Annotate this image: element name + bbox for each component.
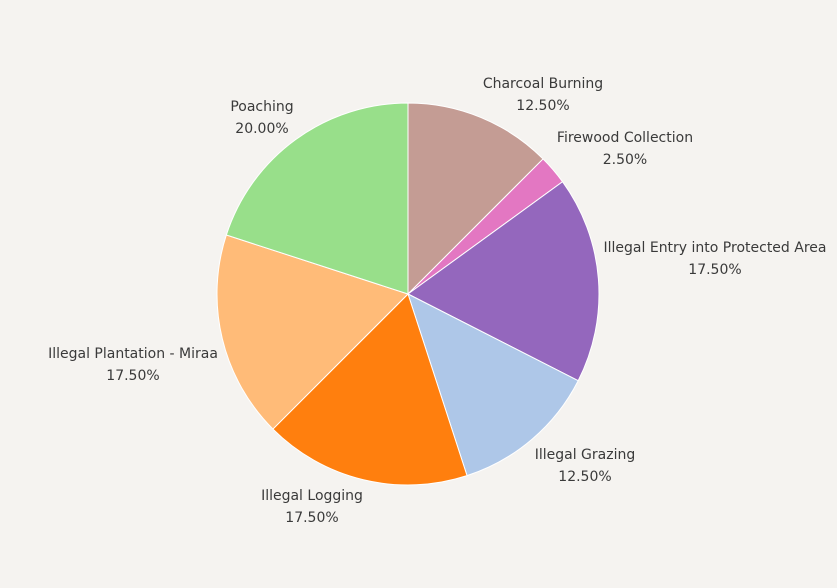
labels-layer: Charcoal Burning 12.50% Firewood Collectio… <box>48 76 826 526</box>
slice-label-poaching: Poaching <box>230 99 293 115</box>
slice-label-firewood-collection: Firewood Collection <box>557 130 693 146</box>
slice-label-illegal-grazing: Illegal Grazing <box>535 447 636 463</box>
slice-label-illegal-plantation-miraa: Illegal Plantation - Miraa <box>48 346 218 362</box>
slice-value-poaching: 20.00% <box>235 121 288 137</box>
slice-value-illegal-entry-into-protected-area: 17.50% <box>688 262 741 278</box>
pie-slice-illegal-plantation-miraa[interactable] <box>216 234 409 430</box>
slice-label-illegal-logging: Illegal Logging <box>261 488 363 504</box>
pie-slice-illegal-entry-into-protected-area[interactable] <box>407 181 600 382</box>
pie-slice-charcoal-burning[interactable] <box>407 102 544 296</box>
slice-value-firewood-collection: 2.50% <box>603 152 647 168</box>
slice-value-illegal-plantation-miraa: 17.50% <box>106 368 159 384</box>
slices-layer <box>216 102 600 486</box>
pie-slice-poaching[interactable] <box>225 102 409 295</box>
slice-value-charcoal-burning: 12.50% <box>516 98 569 114</box>
pie-slice-illegal-grazing[interactable] <box>407 293 579 477</box>
slice-value-illegal-grazing: 12.50% <box>558 469 611 485</box>
slice-value-illegal-logging: 17.50% <box>285 510 338 526</box>
slice-label-illegal-entry-into-protected-area: Illegal Entry into Protected Area <box>604 240 827 256</box>
slice-label-charcoal-burning: Charcoal Burning <box>483 76 603 92</box>
pie-slice-illegal-logging[interactable] <box>272 293 468 486</box>
